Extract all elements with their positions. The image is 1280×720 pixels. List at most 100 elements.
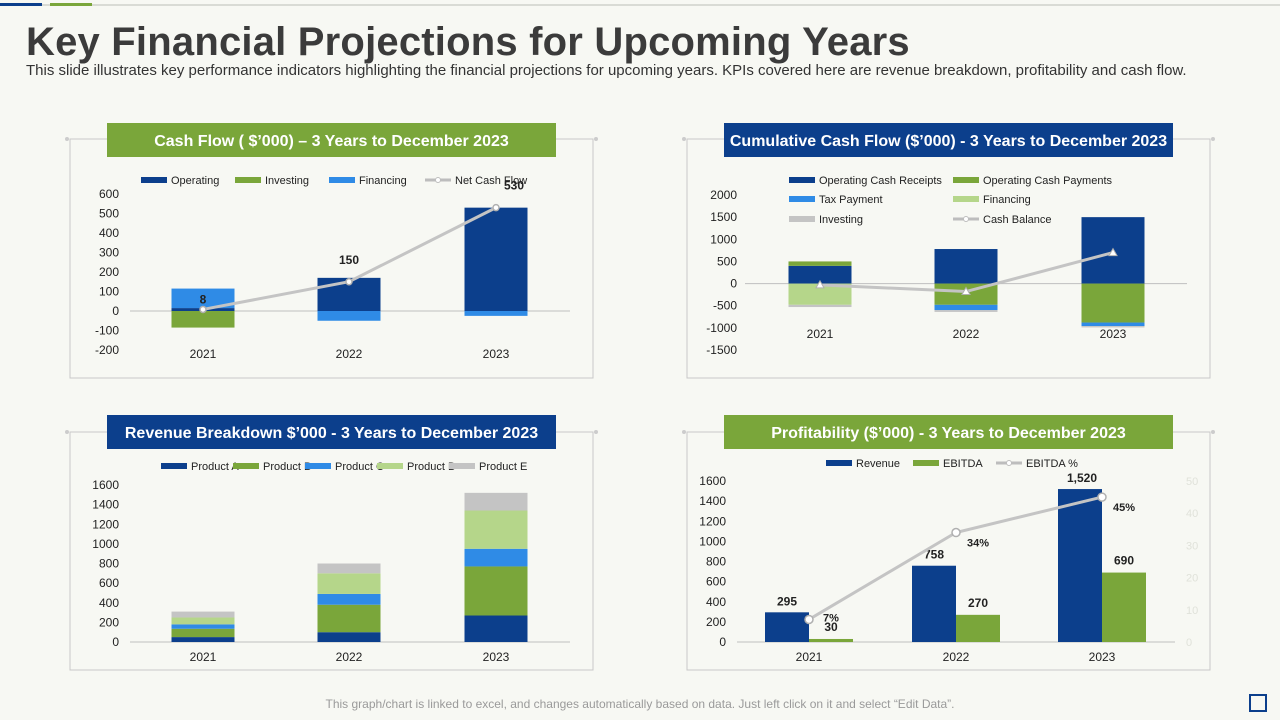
cumcash-legend-swatch-4 — [789, 216, 815, 222]
cumcash-frame-dot-left — [682, 137, 686, 141]
profit-ebitda-pct-label-0: 7% — [823, 612, 839, 624]
cumcash-xlabel-2: 2023 — [1100, 327, 1127, 341]
cumcash-xlabel-1: 2022 — [953, 327, 980, 341]
cashflow-legend-label-0: Operating — [171, 175, 219, 187]
cumcash-legend-swatch-1 — [953, 177, 979, 183]
cashflow-net-label-0: 8 — [200, 292, 207, 306]
profit-bar-revenue-2021 — [765, 612, 809, 642]
revenue-bar-product-e-2022 — [317, 563, 381, 574]
cashflow-yaxis-tick-2: 400 — [99, 226, 119, 240]
cumcash-bar-1-2021 — [788, 261, 852, 266]
cashflow-net-label-2: 530 — [504, 179, 524, 193]
revenue-yaxis-tick-1: 1400 — [92, 498, 119, 512]
cashflow-bar-operating-2023 — [464, 207, 528, 311]
cashflow-bar-financing-2023 — [464, 311, 528, 316]
corner-square-icon — [1249, 694, 1267, 712]
cumcash-bar-4-2022 — [934, 310, 998, 312]
profit-frame-dot-right — [1211, 430, 1215, 434]
profit-y2axis-tick-0: 50 — [1186, 476, 1198, 488]
profit-xlabel-2: 2023 — [1089, 650, 1116, 664]
cashflow-yaxis-tick-5: 100 — [99, 285, 119, 299]
revenue-legend-label-1: Product B — [263, 461, 311, 473]
revenue-xlabel-2: 2023 — [483, 650, 510, 664]
cashflow-yaxis-tick-8: -200 — [95, 343, 119, 357]
cashflow-frame-dot-right — [594, 137, 598, 141]
revenue-bar-product-e-2021 — [171, 611, 235, 618]
revenue-bar-product-c-2022 — [317, 593, 381, 605]
profit-yaxis-tick-0: 1600 — [699, 474, 726, 488]
profit-ebitda-pct-point-0 — [804, 614, 814, 625]
revenue-title-bg — [107, 415, 556, 449]
profit-yaxis-tick-2: 1200 — [699, 514, 726, 528]
page-subtitle: This slide illustrates key performance i… — [26, 62, 1187, 79]
profit-legend-label-2: EBITDA % — [1026, 458, 1078, 470]
cashflow-legend-swatch-marker-3 — [435, 177, 441, 183]
profit-ebitda-pct-label-1: 34% — [967, 538, 989, 550]
cumcash-yaxis-tick-7: -1500 — [706, 343, 737, 357]
cashflow-yaxis-tick-6: 0 — [112, 304, 119, 318]
cumcash-yaxis-tick-6: -1000 — [706, 321, 737, 335]
revenue-legend-label-3: Product D — [407, 461, 456, 473]
cashflow-yaxis-tick-4: 200 — [99, 265, 119, 279]
revenue-yaxis-tick-3: 1000 — [92, 537, 119, 551]
profit-title: Profitability ($’000) - 3 Years to Decem… — [771, 425, 1126, 442]
cumcash-yaxis-tick-2: 1000 — [710, 232, 737, 246]
cashflow-net-point-0 — [199, 305, 207, 314]
profit-legend-swatch-0 — [826, 460, 852, 466]
cashflow-frame-dot-left — [65, 137, 69, 141]
cumcash-title: Cumulative Cash Flow ($’000) - 3 Years t… — [730, 133, 1167, 150]
cashflow-legend-label-3: Net Cash Flow — [455, 175, 527, 187]
cashflow-net-point-1 — [345, 278, 353, 286]
cashflow-bar-investing-2021 — [171, 311, 235, 328]
profit-yaxis-tick-1: 1400 — [699, 494, 726, 508]
profit-y2axis-tick-3: 20 — [1186, 573, 1198, 585]
profit-xlabel-0: 2021 — [796, 650, 823, 664]
profit-legend-label-1: EBITDA — [943, 458, 983, 470]
profit-frame-dot-left — [682, 430, 686, 434]
cumcash-legend-swatch-2 — [789, 196, 815, 202]
accent-bar-green — [50, 3, 92, 6]
cumcash-bar-2-2022 — [934, 304, 998, 311]
cashflow-yaxis-tick-0: 600 — [99, 187, 119, 201]
profit-bar-ebitda-2022 — [956, 614, 1000, 642]
revenue-legend-swatch-3 — [377, 463, 403, 469]
cashflow-legend-label-2: Financing — [359, 175, 407, 187]
revenue-frame-dot-left — [65, 430, 69, 434]
cumcash-yaxis-tick-4: 0 — [730, 277, 737, 291]
cumcash-bar-1-2023 — [1081, 283, 1145, 323]
cashflow-legend-swatch-2 — [329, 177, 355, 183]
profit-revenue-label-1: 758 — [924, 548, 944, 562]
cumcash-legend-label-2: Tax Payment — [819, 194, 883, 206]
revenue-yaxis-tick-5: 600 — [99, 576, 119, 590]
profit-legend-label-0: Revenue — [856, 458, 900, 470]
accent-bar-blue — [0, 3, 42, 6]
cumcash-xlabel-0: 2021 — [807, 327, 834, 341]
profit-title-bg — [724, 415, 1173, 449]
profit-yaxis-tick-3: 1000 — [699, 534, 726, 548]
revenue-legend-label-2: Product C — [335, 461, 384, 473]
cashflow-bar-financing-2022 — [317, 311, 381, 321]
cumcash-legend-swatch-0 — [789, 177, 815, 183]
cumcash-balance-point-2 — [1108, 247, 1118, 257]
revenue-bar-product-a-2022 — [317, 632, 381, 642]
profit-yaxis-tick-4: 800 — [706, 555, 726, 569]
cashflow-xlabel-1: 2022 — [336, 347, 363, 361]
cashflow-legend-swatch-1 — [235, 177, 261, 183]
cumcash-legend-label-0: Operating Cash Receipts — [819, 175, 942, 187]
revenue-bar-product-d-2023 — [464, 510, 528, 549]
revenue-bar-product-b-2022 — [317, 604, 381, 633]
cumcash-title-bg — [724, 123, 1173, 157]
top-rule — [0, 4, 1280, 6]
page-title: Key Financial Projections for Upcoming Y… — [26, 20, 910, 64]
revenue-bar-product-b-2021 — [171, 628, 235, 638]
profit-bar-revenue-2023 — [1058, 489, 1102, 642]
cashflow-xlabel-0: 2021 — [190, 347, 217, 361]
cumcash-balance-point-1 — [961, 286, 971, 296]
cashflow-title: Cash Flow ( $’000) – 3 Years to December… — [154, 133, 509, 150]
profit-xlabel-1: 2022 — [943, 650, 970, 664]
cashflow-net-label-1: 150 — [339, 253, 359, 267]
cumcash-legend-label-5: Cash Balance — [983, 214, 1052, 226]
revenue-bar-product-c-2023 — [464, 548, 528, 567]
cumcash-bar-3-2021 — [788, 283, 852, 305]
cumcash-balance-point-0 — [815, 279, 825, 289]
